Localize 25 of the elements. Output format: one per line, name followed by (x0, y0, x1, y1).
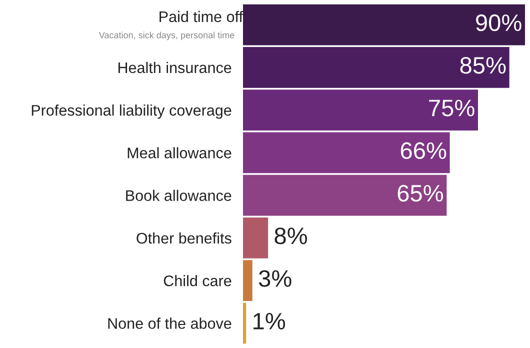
y-tick-label: None of the above (108, 318, 232, 329)
data-label: 85% (460, 57, 506, 74)
bar (243, 4, 525, 46)
data-label: 3% (258, 270, 292, 287)
y-tick-label: Paid time off (160, 10, 244, 22)
y-tick-label: Health insurance (118, 62, 232, 74)
bar (243, 90, 478, 131)
text: Vacation, sick days, personal time (98, 32, 234, 40)
bar (243, 260, 252, 302)
data-label: 65% (398, 184, 444, 202)
y-tick-label: Other benefits (136, 232, 232, 244)
data-label: 75% (429, 100, 474, 116)
data-label: 1% (254, 312, 286, 330)
bar (243, 302, 246, 344)
y-tick-label: Professional liability coverage (32, 104, 232, 119)
data-label: 8% (274, 228, 307, 244)
data-label: 66% (400, 142, 446, 160)
y-tick-label: Meal allowance (128, 147, 232, 158)
y-tick-label: Book allowance (126, 190, 232, 201)
bar (243, 217, 268, 258)
bar (243, 174, 447, 216)
bar (243, 132, 450, 174)
bar (243, 46, 510, 88)
y-tick-label: Child care (164, 275, 232, 286)
data-label: 90% (476, 14, 522, 32)
